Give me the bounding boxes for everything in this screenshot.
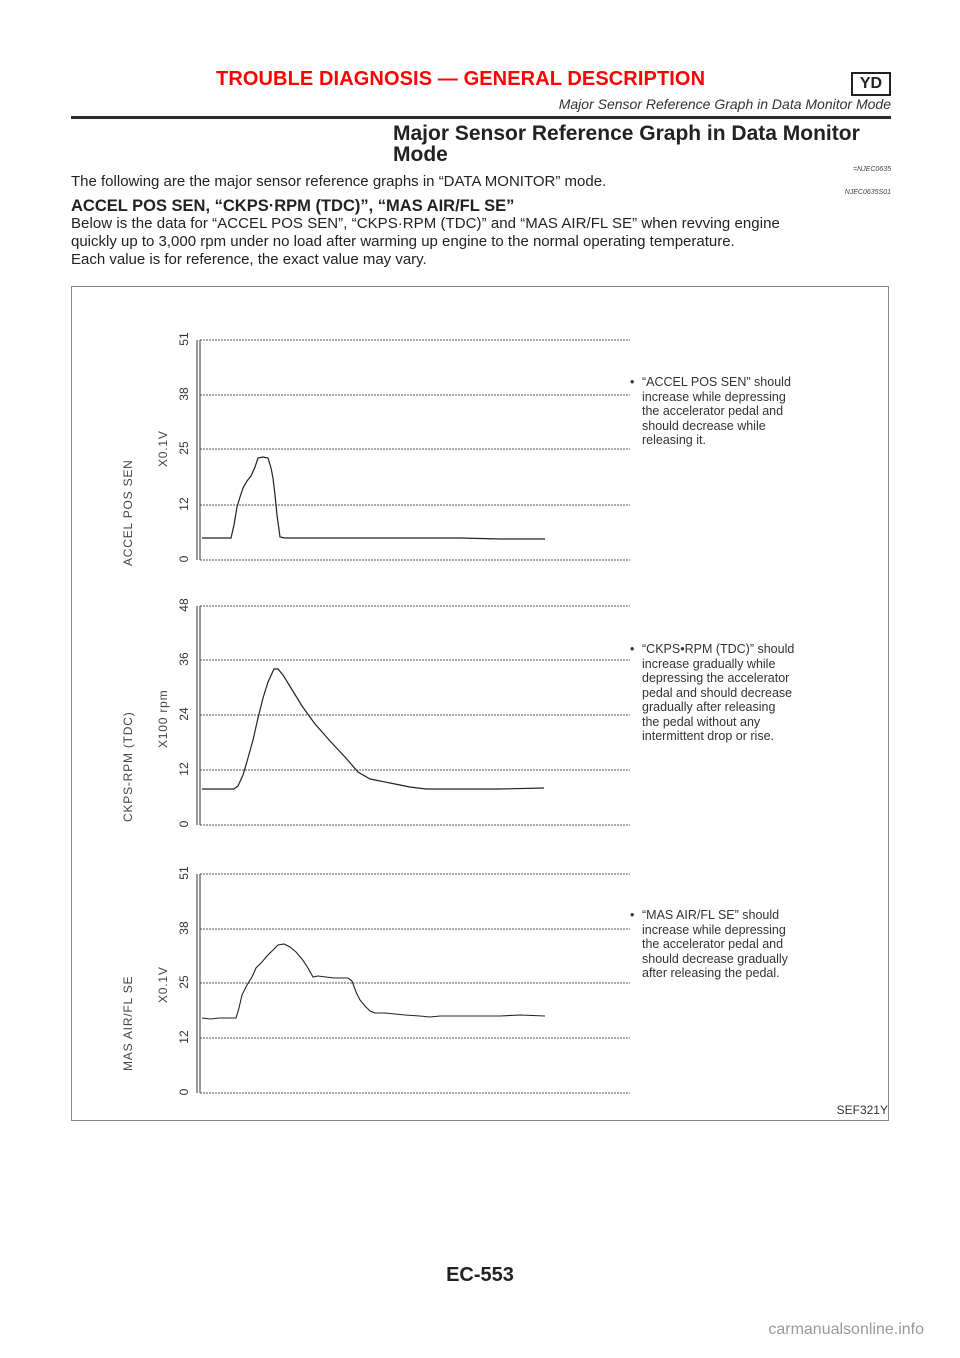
chart3-ytick: 12 [177, 1030, 191, 1044]
engine-code-badge: YD [851, 72, 891, 96]
chart2-ytick: 12 [177, 762, 191, 776]
page-number: EC-553 [446, 1264, 514, 1286]
bullet-icon: • [630, 908, 635, 922]
chart1-ylabel: ACCEL POS SEN [121, 459, 135, 566]
chart2-ytick: 24 [177, 707, 191, 721]
chart2-ytick: 48 [177, 598, 191, 612]
chart1-ytick: 38 [177, 387, 191, 401]
chart2-ytick: 36 [177, 652, 191, 666]
chart3-ytick: 51 [177, 866, 191, 880]
bullet-icon: • [630, 642, 635, 656]
figure-id: SEF321Y [836, 1103, 888, 1117]
chart3-ytick: 38 [177, 921, 191, 935]
subsection-body-line: Below is the data for “ACCEL POS SEN”, “… [71, 215, 780, 232]
subsection-body-line: quickly up to 3,000 rpm under no load af… [71, 233, 735, 250]
section-title-line1: Major Sensor Reference Graph in Data Mon… [393, 122, 860, 145]
watermark: carmanualsonline.info [768, 1321, 924, 1338]
header-rule [71, 116, 891, 119]
section-title: Major Sensor Reference Graph in Data Mon… [393, 123, 893, 165]
chart2-unit: X100 rpm [156, 689, 170, 748]
section-intro: The following are the major sensor refer… [71, 173, 607, 190]
section-title-line2: Mode [393, 143, 448, 166]
note-accel-pos-sen: • “ACCEL POS SEN” should increase while d… [630, 375, 791, 447]
subsection-code: NJEC0635S01 [844, 189, 891, 196]
chart1-unit: X0.1V [156, 430, 170, 467]
chart1-ytick: 51 [177, 332, 191, 346]
subsection-body-line: Each value is for reference, the exact v… [71, 251, 427, 268]
chart3-ytick: 0 [177, 1088, 191, 1096]
document-header-title: TROUBLE DIAGNOSIS — GENERAL DESCRIPTION [216, 68, 706, 90]
ckps-rpm-trace [202, 668, 545, 790]
note-mas-air-fl-se: • “MAS AIR/FL SE” should increase while d… [630, 908, 788, 980]
chart3-unit: X0.1V [156, 966, 170, 1003]
section-code: =NJEC0635 [853, 166, 891, 173]
figure-frame [71, 286, 889, 1121]
chart1-ytick: 0 [177, 555, 191, 563]
accel-pos-sen-trace [202, 456, 545, 540]
note-ckps-rpm: • “CKPS•RPM (TDC)” should increase gradua… [630, 642, 795, 743]
mas-air-fl-se-trace [201, 943, 546, 1020]
chart2-ytick: 0 [177, 820, 191, 828]
bullet-icon: • [630, 375, 635, 389]
document-header-subtitle: Major Sensor Reference Graph in Data Mon… [558, 96, 891, 112]
chart2-ylabel: CKPS-RPM (TDC) [121, 711, 135, 822]
chart1-ytick: 25 [177, 441, 191, 455]
chart3-ylabel: MAS AIR/FL SE [121, 975, 135, 1071]
chart-gridlines [200, 339, 630, 1094]
chart-axes [196, 340, 201, 1093]
chart3-ytick: 25 [177, 975, 191, 989]
chart1-ytick: 12 [177, 497, 191, 511]
subsection-title: ACCEL POS SEN, “CKPS·RPM (TDC)”, “MAS AI… [71, 197, 515, 215]
